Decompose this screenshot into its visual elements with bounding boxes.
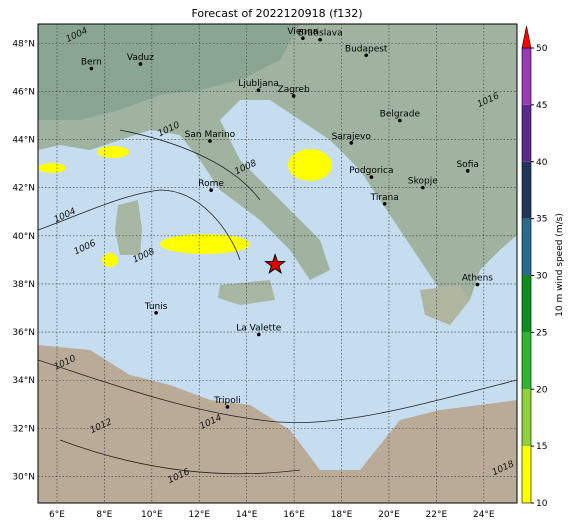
city-dot [89, 66, 94, 71]
colorbar-tick-label: 20 [536, 385, 548, 395]
colorbar-tick-label: 15 [536, 442, 547, 452]
y-tick-label: 30°N [12, 473, 35, 483]
city-label: Vienna [287, 27, 318, 37]
x-tick-label: 22°E [426, 510, 448, 520]
city-dot [301, 36, 305, 41]
y-tick-label: 44°N [12, 136, 35, 146]
city-dot [208, 139, 212, 143]
city-dot [154, 311, 158, 315]
colorbar-tick-label: 25 [536, 328, 547, 338]
city-dot [364, 53, 368, 58]
colorbar-segment [522, 161, 531, 219]
colorbar-segment [522, 48, 531, 105]
y-tick-label: 48°N [12, 39, 35, 49]
colorbar-segment [522, 446, 531, 503]
colorbar-tick-label: 30 [536, 272, 548, 282]
city-dot [256, 88, 261, 92]
colorbar-tick-label: 40 [536, 158, 548, 168]
city-dot [209, 188, 213, 192]
title: Forecast of 2022120918 (f132) [191, 7, 362, 20]
city-label: Rome [198, 179, 224, 189]
x-tick-label: 6°E [49, 510, 65, 520]
colorbar-segment [522, 389, 531, 447]
map-frame [37, 23, 518, 504]
x-tick-label: 8°E [96, 510, 112, 520]
colorbar-segment [522, 218, 531, 276]
city-label: Tirana [370, 193, 399, 203]
y-tick-label: 32°N [12, 424, 35, 434]
city-dot [349, 141, 354, 145]
y-tick-label: 34°N [12, 376, 35, 386]
y-tick-label: 42°N [12, 184, 35, 194]
city-dot [291, 94, 296, 98]
x-tick-label: 12°E [188, 510, 210, 520]
city-dot [138, 62, 143, 66]
city-dot [382, 202, 387, 206]
city-dot [256, 332, 261, 337]
y-tick-label: 46°N [12, 87, 35, 97]
city-label: Budapest [345, 44, 388, 54]
x-tick-label: 10°E [141, 510, 163, 520]
y-tick-label: 40°N [12, 232, 35, 242]
colorbar-label: 10 m wind speed (m/s) [555, 213, 565, 317]
city-label: Tripoli [213, 396, 241, 406]
city-label: Sarajevo [332, 132, 372, 142]
x-tick-label: 14°E [236, 510, 258, 520]
city-label: Skopje [408, 177, 438, 187]
y-tick-label: 38°N [12, 280, 35, 290]
city-dot [421, 185, 425, 190]
location-star [264, 253, 287, 275]
colorbar-segment [522, 332, 531, 390]
colorbar-tick-label: 50 [536, 44, 548, 54]
city-dot [465, 169, 470, 173]
city-label: Tunis [144, 302, 168, 312]
city-label: Ljubljana [238, 79, 279, 89]
city-label: La Valette [236, 324, 281, 334]
x-tick-label: 24°E [473, 510, 495, 520]
colorbar-tick-label: 10 [536, 499, 548, 509]
city-label: Bern [81, 58, 102, 68]
city-dot [369, 175, 374, 179]
city-dot [398, 118, 402, 123]
city-label: San Marino [185, 130, 236, 140]
city-dot [225, 405, 230, 409]
city-label: Sofia [456, 160, 478, 170]
map-background [38, 24, 517, 503]
city-dot [475, 282, 480, 287]
x-tick-label: 16°E [283, 510, 305, 520]
colorbar-tick-label: 35 [536, 215, 547, 225]
y-tick-label: 36°N [12, 328, 35, 338]
city-label: Bratislava [298, 29, 343, 39]
city-label: Zagreb [278, 85, 310, 95]
colorbar-tick-label: 45 [536, 101, 547, 111]
city-label: Belgrade [380, 110, 421, 120]
city-label: Athens [462, 273, 493, 283]
x-tick-label: 20°E [378, 510, 400, 520]
colorbar-segment [522, 275, 531, 333]
x-tick-label: 18°E [331, 510, 353, 520]
colorbar-segment [522, 104, 531, 162]
city-label: Vaduz [127, 53, 154, 63]
colorbar-extend [521, 25, 532, 49]
city-dot [318, 37, 322, 42]
city-label: Podgorica [349, 166, 393, 176]
